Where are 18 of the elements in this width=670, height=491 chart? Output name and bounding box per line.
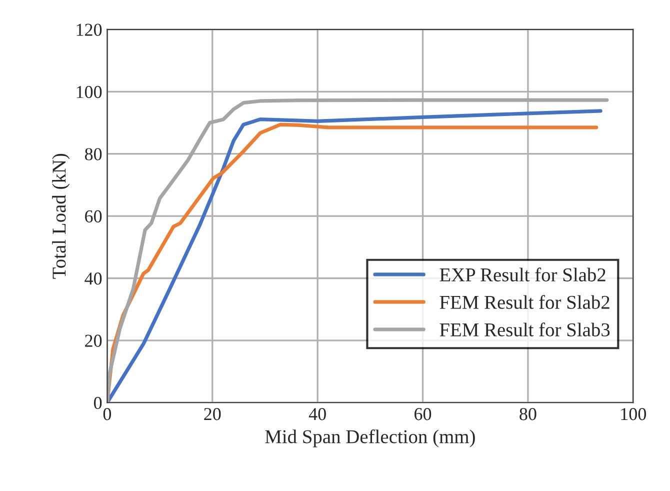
x-tick-label: 20: [204, 408, 221, 420]
y-tick-label: 60: [85, 210, 102, 222]
y-tick-label: 40: [84, 272, 102, 285]
x-axis-title: Mid Span Deflection (mm): [265, 429, 475, 448]
legend-label: FEM Result for Slab3: [440, 322, 610, 336]
x-tick-label: 60: [414, 408, 432, 420]
y-axis-title: Total Load (kN): [52, 154, 70, 279]
legend-label: EXP Result for Slab2: [440, 268, 606, 282]
legend-label: FEM Result for Slab2: [440, 295, 610, 309]
y-tick-label: 100: [76, 86, 102, 98]
x-tick-label: 100: [621, 408, 646, 420]
y-tick-label: 80: [84, 148, 102, 160]
y-tick-label: 20: [85, 334, 102, 347]
x-tick-label: 80: [520, 408, 536, 420]
y-tick-label: 0: [94, 396, 102, 410]
x-tick-label: 0: [103, 408, 112, 420]
x-tick-label: 40: [308, 408, 326, 420]
y-tick-label: 120: [76, 24, 102, 36]
